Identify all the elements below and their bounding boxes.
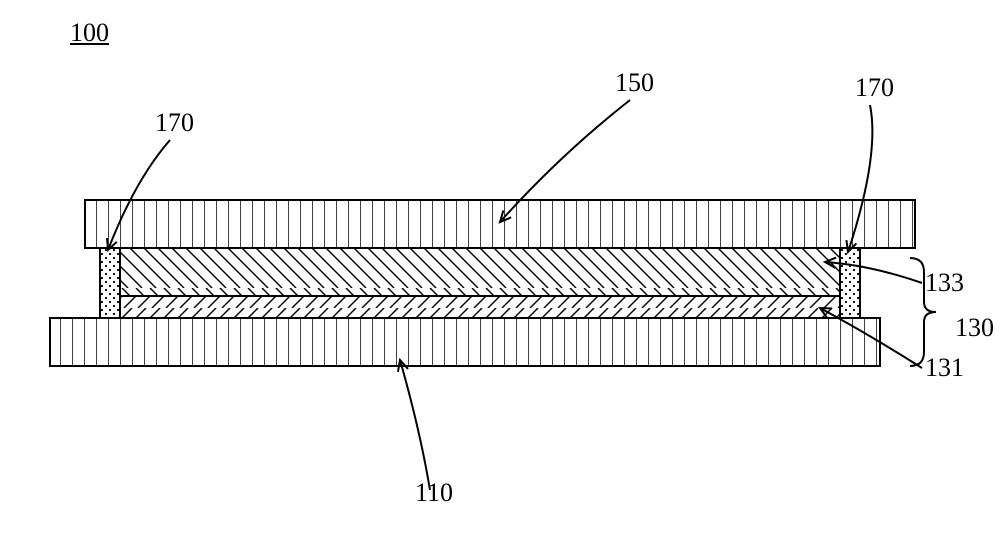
label-170a: 170 [155,108,194,138]
layer-150 [85,200,915,248]
label-133: 133 [925,268,964,298]
label-100: 100 [70,18,109,48]
layer-131 [120,296,840,318]
label-170b: 170 [855,73,894,103]
layer-133 [120,248,840,296]
leader-110 [400,360,430,490]
label-131: 131 [925,353,964,383]
label-150: 150 [615,68,654,98]
layer-110 [50,318,880,366]
cross-section-diagram [0,0,1000,541]
label-110: 110 [415,478,453,508]
layer-170-left [100,248,120,318]
label-130: 130 [955,313,994,343]
layer-170-right [840,248,860,318]
